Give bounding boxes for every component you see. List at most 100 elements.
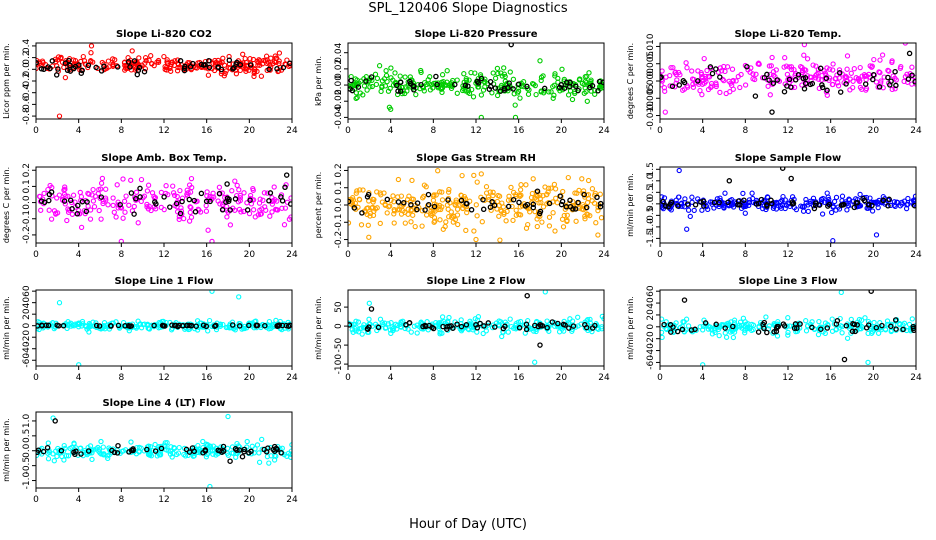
hourly-point (45, 322, 52, 329)
hourly-point (186, 322, 192, 329)
sample-point (45, 440, 51, 446)
panel-4: Slope Amb. Box Temp. degrees C per min. 0 4… (2, 153, 298, 260)
hourly-point (236, 323, 243, 329)
sample-point (419, 208, 425, 214)
sample-point (48, 216, 55, 222)
hourly-point (241, 448, 247, 455)
sample-point (93, 446, 99, 452)
sample-point (195, 442, 201, 449)
sample-point (438, 206, 444, 213)
panel-title: Slope Line 3 Flow (739, 276, 838, 287)
hourly-point (888, 78, 894, 84)
hourly-point (115, 442, 121, 449)
hourly-point (912, 79, 916, 85)
y-tick-label: -50 (334, 337, 344, 352)
hourly-point (186, 196, 193, 203)
hourly-point (788, 175, 794, 182)
sample-point (516, 211, 522, 218)
sample-point (729, 66, 736, 72)
hourly-point (203, 198, 210, 205)
sample-point (546, 223, 553, 229)
sample-point (369, 205, 375, 211)
hourly-point (487, 78, 494, 85)
hourly-point (179, 322, 186, 329)
hourly-point (807, 81, 814, 88)
hourly-point (44, 444, 51, 451)
sample-point (480, 87, 487, 93)
y-tick-label: 0.0 (22, 195, 32, 210)
sample-point (353, 318, 359, 324)
sample-point (742, 327, 748, 333)
sample-point (168, 68, 174, 74)
points-group (660, 167, 916, 243)
hourly-point (702, 320, 709, 326)
y-axis-label: kPa per min. (314, 56, 323, 106)
hourly-point (911, 202, 916, 209)
sample-point (851, 66, 857, 72)
x-tick-label: 12 (782, 373, 793, 383)
hourly-point (674, 328, 681, 335)
hourly-point (266, 66, 272, 73)
sample-point (392, 70, 398, 76)
hourly-point (508, 43, 514, 48)
sample-point (889, 58, 895, 64)
sample-point (170, 190, 177, 196)
hourly-point (480, 206, 487, 213)
sample-point (785, 332, 791, 338)
hourly-point (348, 322, 353, 328)
hourly-point (854, 199, 861, 206)
sample-point (488, 207, 494, 213)
sample-point (803, 196, 809, 203)
sample-point (468, 324, 475, 330)
sample-point (161, 206, 167, 213)
sample-point (232, 178, 238, 184)
sample-point (668, 64, 674, 71)
sample-point (707, 324, 713, 330)
sample-point (117, 450, 123, 456)
sample-point (474, 213, 480, 219)
sample-point (505, 197, 512, 203)
x-tick-label: 12 (470, 373, 481, 383)
x-tick-label: 8 (742, 126, 748, 136)
hourly-point (137, 194, 143, 200)
sample-point (501, 71, 508, 77)
hourly-point (359, 210, 365, 216)
sample-point (388, 65, 394, 71)
sample-point (660, 334, 665, 341)
hourly-point (125, 59, 132, 65)
sample-point (804, 56, 811, 62)
sample-point (478, 171, 484, 177)
sample-point (550, 210, 556, 216)
hourly-point (261, 446, 267, 453)
x-tick-label: 8 (118, 126, 124, 136)
sample-point (848, 70, 854, 76)
sample-point (832, 76, 838, 82)
hourly-point (39, 322, 45, 329)
hourly-point (755, 329, 762, 335)
sample-point (464, 209, 470, 216)
hourly-point (363, 78, 369, 84)
sample-point (146, 57, 152, 63)
sample-point (767, 92, 773, 98)
hourly-point (532, 322, 538, 329)
hourly-point (434, 81, 440, 88)
sample-point (388, 106, 394, 112)
sample-point (496, 213, 502, 219)
hourly-point (40, 448, 47, 455)
hourly-point (274, 66, 280, 72)
sample-point (565, 320, 572, 326)
hourly-point (230, 66, 236, 72)
hourly-point (676, 82, 683, 88)
sample-point (353, 190, 359, 196)
hourly-point (131, 211, 137, 217)
hourly-point (229, 322, 236, 328)
sample-point (784, 71, 791, 78)
panel-title: Slope Li-820 CO2 (116, 29, 212, 40)
hourly-point (73, 448, 79, 454)
sample-point (78, 445, 84, 451)
sample-point (72, 199, 78, 205)
sample-point (439, 314, 446, 320)
sample-point (254, 442, 261, 448)
sample-point (552, 228, 558, 234)
x-tick-label: 12 (158, 126, 169, 136)
